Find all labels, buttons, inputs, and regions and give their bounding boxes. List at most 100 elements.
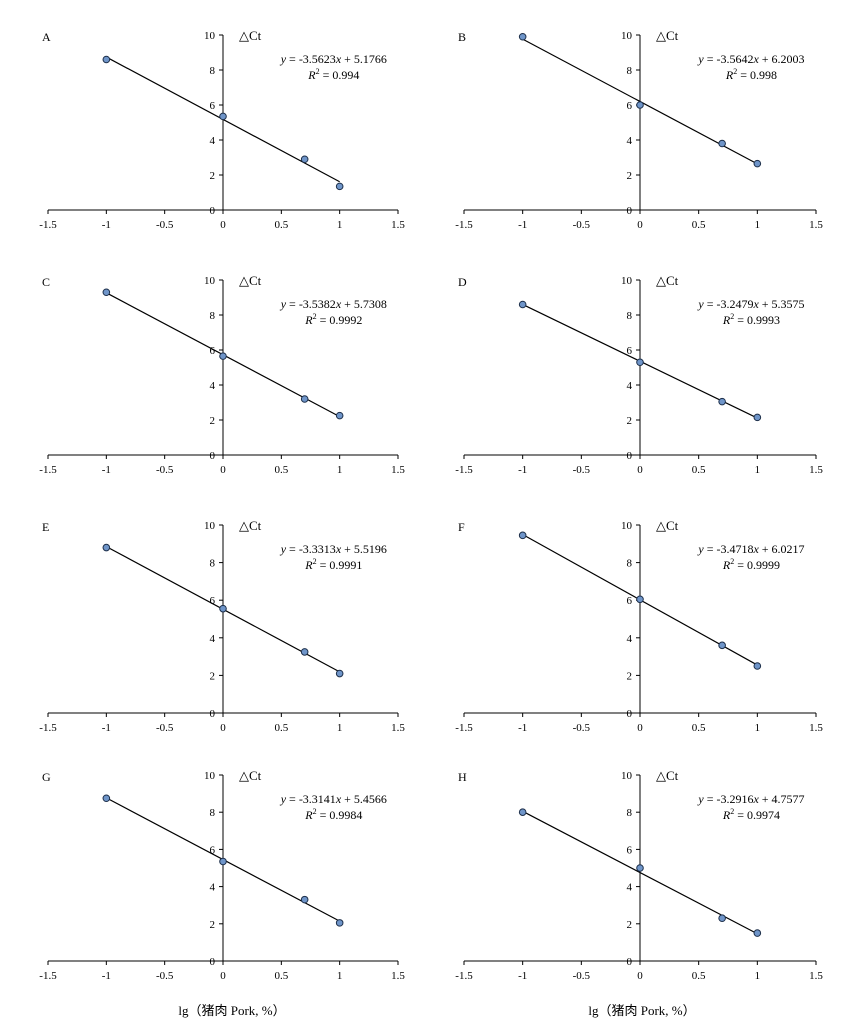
y-tick-label: 4	[627, 882, 633, 894]
x-tick-label: -0.5	[573, 970, 591, 982]
panel-letter: F	[458, 520, 465, 534]
x-tick-label: -0.5	[573, 219, 591, 231]
x-tick-label: 0.5	[274, 219, 288, 231]
x-tick-label: -1	[102, 464, 111, 476]
y-tick-label: 8	[627, 558, 633, 570]
y-tick-label: 10	[621, 770, 633, 782]
x-tick-label: -1	[102, 219, 111, 231]
y-tick-label: 6	[627, 595, 633, 607]
y-tick-label: 10	[204, 520, 216, 532]
fit-r2: R2 = 0.9991	[304, 557, 362, 572]
fit-r2: R2 = 0.9999	[722, 557, 780, 572]
fit-r2: R2 = 0.9974	[722, 807, 780, 822]
chart-panel-d: D -1.5 -1 -0.5 0 0.5 1 1.5 0 2 4 6 8 10 △Ct y = -3.2479…	[455, 273, 823, 476]
y-tick-label: 10	[204, 30, 216, 42]
data-point	[518, 300, 527, 309]
data-point	[219, 604, 227, 613]
data-point	[219, 857, 227, 866]
x-tick-label: -0.5	[156, 970, 174, 982]
fit-r2: R2 = 0.994	[307, 67, 359, 82]
y-tick-label: 4	[210, 135, 216, 147]
fit-equation: y = -3.5642x + 6.2003	[697, 52, 804, 66]
y-tick-label: 8	[627, 807, 633, 819]
x-axis-title-left: lg（猪肉 Pork, %）	[178, 1003, 286, 1018]
y-tick-label: 0	[627, 708, 633, 720]
y-tick-label: 6	[210, 345, 216, 357]
x-tick-label: -1.5	[39, 970, 57, 982]
x-tick-label: 0	[220, 722, 226, 734]
data-point	[753, 413, 762, 422]
y-tick-label: 8	[210, 558, 216, 570]
x-tick-label: -0.5	[156, 219, 174, 231]
chart-panel-b: B -1.5 -1 -0.5 0 0.5 1 1.5 0 2 4 6 8 10 △Ct y = -3.5642…	[455, 28, 823, 231]
x-tick-label: 1.5	[809, 464, 823, 476]
x-tick-label: -1.5	[39, 219, 57, 231]
y-tick-label: 6	[627, 844, 633, 856]
y-tick-label: 2	[627, 415, 633, 427]
x-tick-label: -1.5	[455, 722, 473, 734]
data-point	[518, 32, 527, 41]
y-axis-label: △Ct	[656, 768, 679, 783]
y-axis-label: △Ct	[656, 518, 679, 533]
fit-r2: R2 = 0.998	[725, 67, 777, 82]
x-axis-title-right: lg（猪肉 Pork, %）	[588, 1003, 696, 1018]
x-tick-label: -1	[102, 722, 111, 734]
x-tick-label: 0.5	[274, 970, 288, 982]
chart-panel-h: H -1.5 -1 -0.5 0 0.5 1 1.5 0 2 4 6 8 10 △Ct y = -3.2916…	[455, 768, 823, 982]
data-point	[718, 139, 726, 148]
y-axis-label: △Ct	[239, 768, 262, 783]
y-tick-label: 0	[627, 205, 633, 217]
x-tick-label: 1.5	[391, 464, 405, 476]
data-point	[102, 543, 111, 552]
y-tick-label: 8	[627, 65, 633, 77]
data-point	[102, 794, 111, 803]
fit-equation: y = -3.5623x + 5.1766	[280, 52, 387, 66]
data-point	[636, 864, 644, 872]
chart-panel-f: F -1.5 -1 -0.5 0 0.5 1 1.5 0 2 4 6 8 10 △Ct y = -3.4718…	[455, 518, 823, 734]
x-tick-label: 0.5	[692, 970, 706, 982]
y-tick-label: 2	[627, 170, 633, 182]
y-axis-label: △Ct	[239, 273, 262, 288]
y-tick-label: 2	[627, 670, 633, 682]
y-tick-label: 4	[210, 882, 216, 894]
data-point	[335, 669, 344, 678]
y-tick-label: 4	[210, 380, 216, 392]
x-tick-label: 0	[220, 464, 226, 476]
panel-letter: H	[458, 770, 467, 784]
y-tick-label: 10	[204, 275, 216, 287]
x-tick-label: -0.5	[156, 722, 174, 734]
y-tick-label: 6	[627, 345, 633, 357]
y-tick-label: 0	[210, 450, 216, 462]
y-tick-label: 0	[627, 450, 633, 462]
x-tick-label: 0.5	[692, 464, 706, 476]
y-tick-label: 2	[210, 670, 216, 682]
y-tick-label: 2	[210, 415, 216, 427]
x-tick-label: 1	[337, 464, 343, 476]
x-tick-label: 0.5	[274, 464, 288, 476]
y-tick-label: 10	[621, 30, 633, 42]
data-point	[718, 641, 726, 650]
data-point	[335, 411, 344, 420]
x-tick-label: 0	[220, 970, 226, 982]
y-tick-label: 0	[627, 956, 633, 968]
data-point	[300, 155, 309, 164]
x-tick-label: 0	[637, 970, 643, 982]
x-tick-label: -1.5	[455, 219, 473, 231]
data-point	[753, 929, 762, 937]
x-tick-label: 1.5	[809, 219, 823, 231]
x-tick-label: -1	[518, 722, 527, 734]
x-tick-label: 1.5	[809, 722, 823, 734]
fit-r2: R2 = 0.9984	[304, 807, 362, 822]
data-point	[636, 358, 644, 367]
y-tick-label: 10	[621, 520, 633, 532]
x-tick-label: -1	[102, 970, 111, 982]
data-point	[300, 895, 309, 904]
y-axis-label: △Ct	[239, 518, 262, 533]
fit-line	[522, 810, 758, 935]
x-tick-label: 0	[220, 219, 226, 231]
y-tick-label: 0	[210, 205, 216, 217]
data-point	[518, 531, 527, 540]
y-tick-label: 6	[210, 595, 216, 607]
data-point	[300, 648, 309, 656]
y-tick-label: 8	[210, 65, 216, 77]
